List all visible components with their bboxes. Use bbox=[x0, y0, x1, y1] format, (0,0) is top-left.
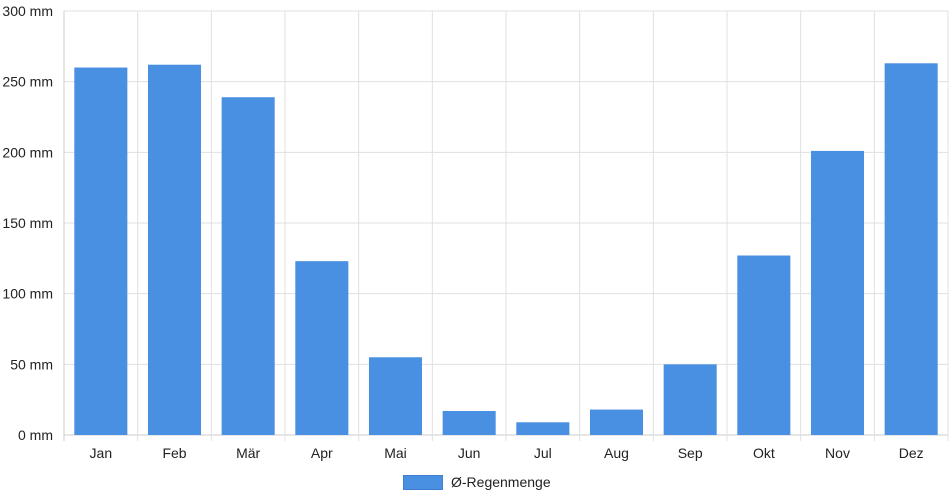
bar-feb bbox=[147, 64, 202, 435]
x-tick-label: Mai bbox=[384, 445, 407, 461]
x-tick-label: Jun bbox=[458, 445, 481, 461]
bar-aug bbox=[589, 409, 644, 435]
bar-sep bbox=[663, 364, 717, 435]
bar-jun bbox=[442, 410, 496, 435]
y-tick-label: 100 mm bbox=[2, 286, 53, 302]
y-tick-label: 200 mm bbox=[2, 144, 53, 160]
bar-okt bbox=[737, 255, 791, 435]
y-tick-label: 50 mm bbox=[10, 356, 53, 372]
bar-dez bbox=[884, 63, 938, 435]
bar-jul bbox=[516, 422, 570, 435]
y-tick-label: 300 mm bbox=[2, 3, 53, 19]
chart-canvas: 0 mm 50 mm 100 mm 150 mm 200 mm 250 mm 300 mm J… bbox=[2, 3, 949, 461]
bar-jan bbox=[74, 67, 128, 436]
legend-swatch bbox=[403, 474, 443, 490]
x-tick-label: Jan bbox=[90, 445, 113, 461]
x-tick-label: Feb bbox=[162, 445, 186, 461]
x-tick-label: Nov bbox=[825, 445, 850, 461]
chart-legend: Ø-Regenmenge bbox=[403, 474, 551, 490]
x-tick-label: Okt bbox=[753, 445, 775, 461]
x-tick-label: Apr bbox=[311, 445, 333, 461]
bar-nov bbox=[810, 150, 865, 436]
bar-mär bbox=[221, 97, 275, 436]
x-tick-label: Mär bbox=[236, 445, 260, 461]
x-tick-label: Dez bbox=[899, 445, 924, 461]
bar-apr bbox=[295, 261, 349, 435]
x-tick-label: Aug bbox=[604, 445, 629, 461]
x-tick-label: Jul bbox=[534, 445, 552, 461]
y-tick-label: 250 mm bbox=[2, 74, 53, 90]
y-tick-label: 0 mm bbox=[18, 427, 53, 443]
x-tick-label: Sep bbox=[678, 445, 703, 461]
bar-mai bbox=[368, 357, 423, 435]
y-tick-label: 150 mm bbox=[2, 215, 53, 231]
legend-label: Ø-Regenmenge bbox=[451, 474, 551, 490]
